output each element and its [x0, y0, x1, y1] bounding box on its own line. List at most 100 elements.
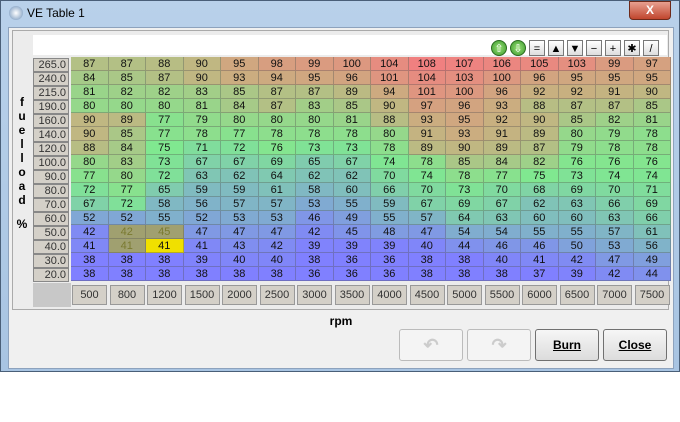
table-cell[interactable]: 80 [146, 99, 184, 113]
table-cell[interactable]: 87 [146, 71, 184, 85]
table-cell[interactable]: 87 [108, 57, 146, 71]
table-cell[interactable]: 84 [221, 99, 259, 113]
table-cell[interactable]: 84 [108, 141, 146, 155]
table-cell[interactable]: 103 [558, 57, 596, 71]
table-cell[interactable]: 53 [596, 239, 634, 253]
table-cell[interactable]: 88 [71, 141, 109, 155]
table-cell[interactable]: 85 [108, 71, 146, 85]
table-cell[interactable]: 41 [71, 239, 109, 253]
table-cell[interactable]: 36 [371, 253, 409, 267]
table-cell[interactable]: 87 [596, 99, 634, 113]
table-cell[interactable]: 42 [71, 225, 109, 239]
table-cell[interactable]: 58 [146, 197, 184, 211]
table-cell[interactable]: 52 [183, 211, 221, 225]
table-cell[interactable]: 78 [446, 169, 484, 183]
table-cell[interactable]: 70 [596, 183, 634, 197]
table-cell[interactable]: 39 [558, 267, 596, 281]
table-cell[interactable]: 61 [258, 183, 296, 197]
table-cell[interactable]: 63 [183, 169, 221, 183]
table-cell[interactable]: 61 [633, 225, 671, 239]
table-cell[interactable]: 89 [408, 141, 446, 155]
table-cell[interactable]: 89 [521, 127, 559, 141]
table-cell[interactable]: 57 [596, 225, 634, 239]
table-cell[interactable]: 85 [221, 85, 259, 99]
table-cell[interactable]: 92 [521, 85, 559, 99]
table-cell[interactable]: 82 [108, 85, 146, 99]
table-cell[interactable]: 96 [483, 85, 521, 99]
table-cell[interactable]: 44 [633, 267, 671, 281]
table-cell[interactable]: 41 [521, 253, 559, 267]
table-cell[interactable]: 38 [258, 267, 296, 281]
table-cell[interactable]: 52 [108, 211, 146, 225]
table-cell[interactable]: 91 [408, 127, 446, 141]
table-cell[interactable]: 87 [258, 85, 296, 99]
table-cell[interactable]: 90 [71, 127, 109, 141]
table-cell[interactable]: 38 [146, 267, 184, 281]
table-cell[interactable]: 76 [596, 155, 634, 169]
table-cell[interactable]: 67 [71, 197, 109, 211]
table-cell[interactable]: 73 [558, 169, 596, 183]
table-cell[interactable]: 38 [146, 253, 184, 267]
table-cell[interactable]: 104 [371, 57, 409, 71]
table-cell[interactable]: 72 [108, 197, 146, 211]
table-cell[interactable]: 71 [633, 183, 671, 197]
table-cell[interactable]: 65 [146, 183, 184, 197]
table-cell[interactable]: 57 [221, 197, 259, 211]
table-cell[interactable]: 60 [558, 211, 596, 225]
table-cell[interactable]: 99 [296, 57, 334, 71]
table-cell[interactable]: 90 [71, 113, 109, 127]
table-cell[interactable]: 56 [633, 239, 671, 253]
table-cell[interactable]: 78 [596, 141, 634, 155]
table-cell[interactable]: 47 [183, 225, 221, 239]
table-cell[interactable]: 73 [146, 155, 184, 169]
table-cell[interactable]: 85 [333, 99, 371, 113]
table-cell[interactable]: 73 [446, 183, 484, 197]
table-cell[interactable]: 101 [371, 71, 409, 85]
table-cell[interactable]: 89 [333, 85, 371, 99]
table-cell[interactable]: 38 [71, 267, 109, 281]
table-cell[interactable]: 38 [183, 267, 221, 281]
table-cell[interactable]: 104 [408, 71, 446, 85]
table-cell[interactable]: 77 [146, 113, 184, 127]
table-cell[interactable]: 67 [221, 155, 259, 169]
table-cell[interactable]: 87 [296, 85, 334, 99]
table-cell[interactable]: 78 [633, 141, 671, 155]
table-cell[interactable]: 95 [596, 71, 634, 85]
equals-icon[interactable]: = [529, 40, 545, 56]
table-cell[interactable]: 38 [221, 267, 259, 281]
table-cell[interactable]: 93 [221, 71, 259, 85]
table-cell[interactable]: 95 [296, 71, 334, 85]
table-cell[interactable]: 38 [408, 253, 446, 267]
table-cell[interactable]: 55 [371, 211, 409, 225]
table-cell[interactable]: 70 [483, 183, 521, 197]
multiply-icon[interactable]: ✱ [624, 40, 640, 56]
increase-triangle-icon[interactable]: ▲ [548, 40, 564, 56]
table-cell[interactable]: 95 [221, 57, 259, 71]
table-cell[interactable]: 44 [446, 239, 484, 253]
table-cell[interactable]: 37 [521, 267, 559, 281]
table-cell[interactable]: 77 [71, 169, 109, 183]
table-cell[interactable]: 46 [296, 211, 334, 225]
table-cell[interactable]: 99 [596, 57, 634, 71]
table-cell[interactable]: 87 [71, 57, 109, 71]
redo-button[interactable]: ↷ [467, 329, 531, 361]
table-cell[interactable]: 96 [521, 71, 559, 85]
table-cell[interactable]: 82 [146, 85, 184, 99]
table-cell[interactable]: 73 [296, 141, 334, 155]
table-cell[interactable]: 39 [371, 239, 409, 253]
table-cell[interactable]: 83 [183, 85, 221, 99]
table-cell[interactable]: 67 [408, 197, 446, 211]
table-cell[interactable]: 74 [408, 169, 446, 183]
table-cell[interactable]: 78 [633, 127, 671, 141]
table-cell[interactable]: 101 [408, 85, 446, 99]
table-cell[interactable]: 43 [221, 239, 259, 253]
table-cell[interactable]: 76 [258, 141, 296, 155]
table-cell[interactable]: 87 [258, 99, 296, 113]
table-cell[interactable]: 85 [558, 113, 596, 127]
table-cell[interactable]: 103 [446, 71, 484, 85]
plus-icon[interactable]: + [605, 40, 621, 56]
table-cell[interactable]: 54 [483, 225, 521, 239]
table-cell[interactable]: 38 [108, 267, 146, 281]
table-cell[interactable]: 39 [333, 239, 371, 253]
close-button[interactable]: Close [603, 329, 667, 361]
